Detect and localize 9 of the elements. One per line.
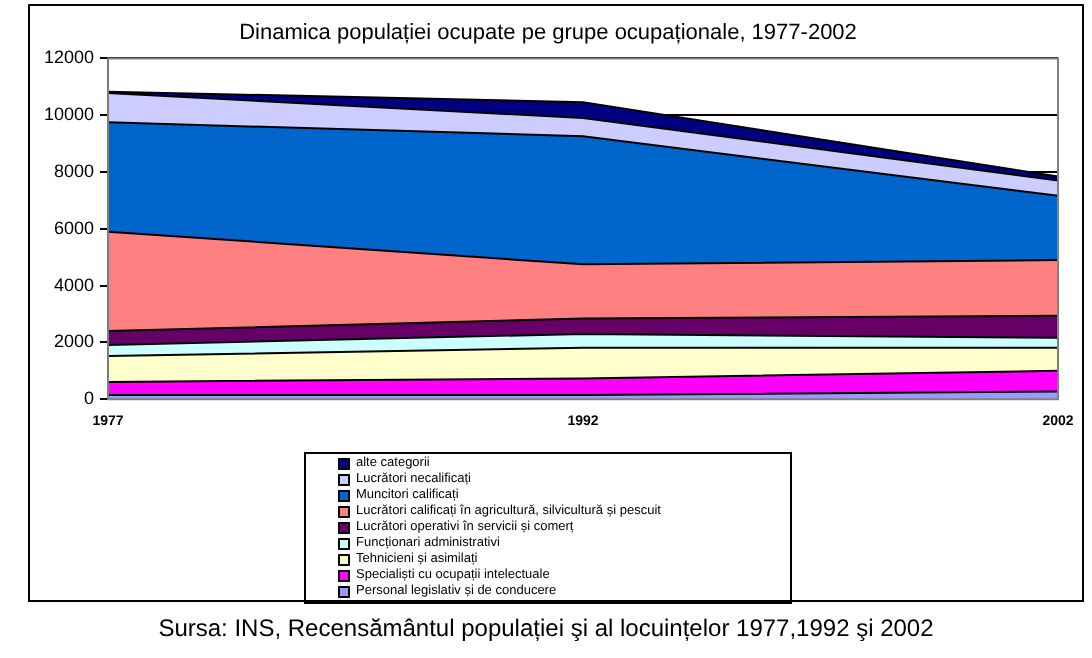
- text: Sursa: INS, Recensământul populației şi al locuințelor 1977,1992 şi 2002: [156, 614, 936, 642]
- y-tick-label: 8000: [53, 160, 95, 181]
- chart-title: Dinamica populației ocupate pe grupe ocupaționale, 1977-2002: [239, 21, 857, 46]
- y-tick-label: 4000: [53, 274, 95, 295]
- y-tick-label: 2000: [53, 331, 95, 352]
- y-tick-label: 12000: [43, 47, 95, 68]
- y-tick-label: 10000: [43, 104, 95, 125]
- y-tick-label: 0: [84, 388, 95, 409]
- y-tick-label: 6000: [53, 217, 95, 238]
